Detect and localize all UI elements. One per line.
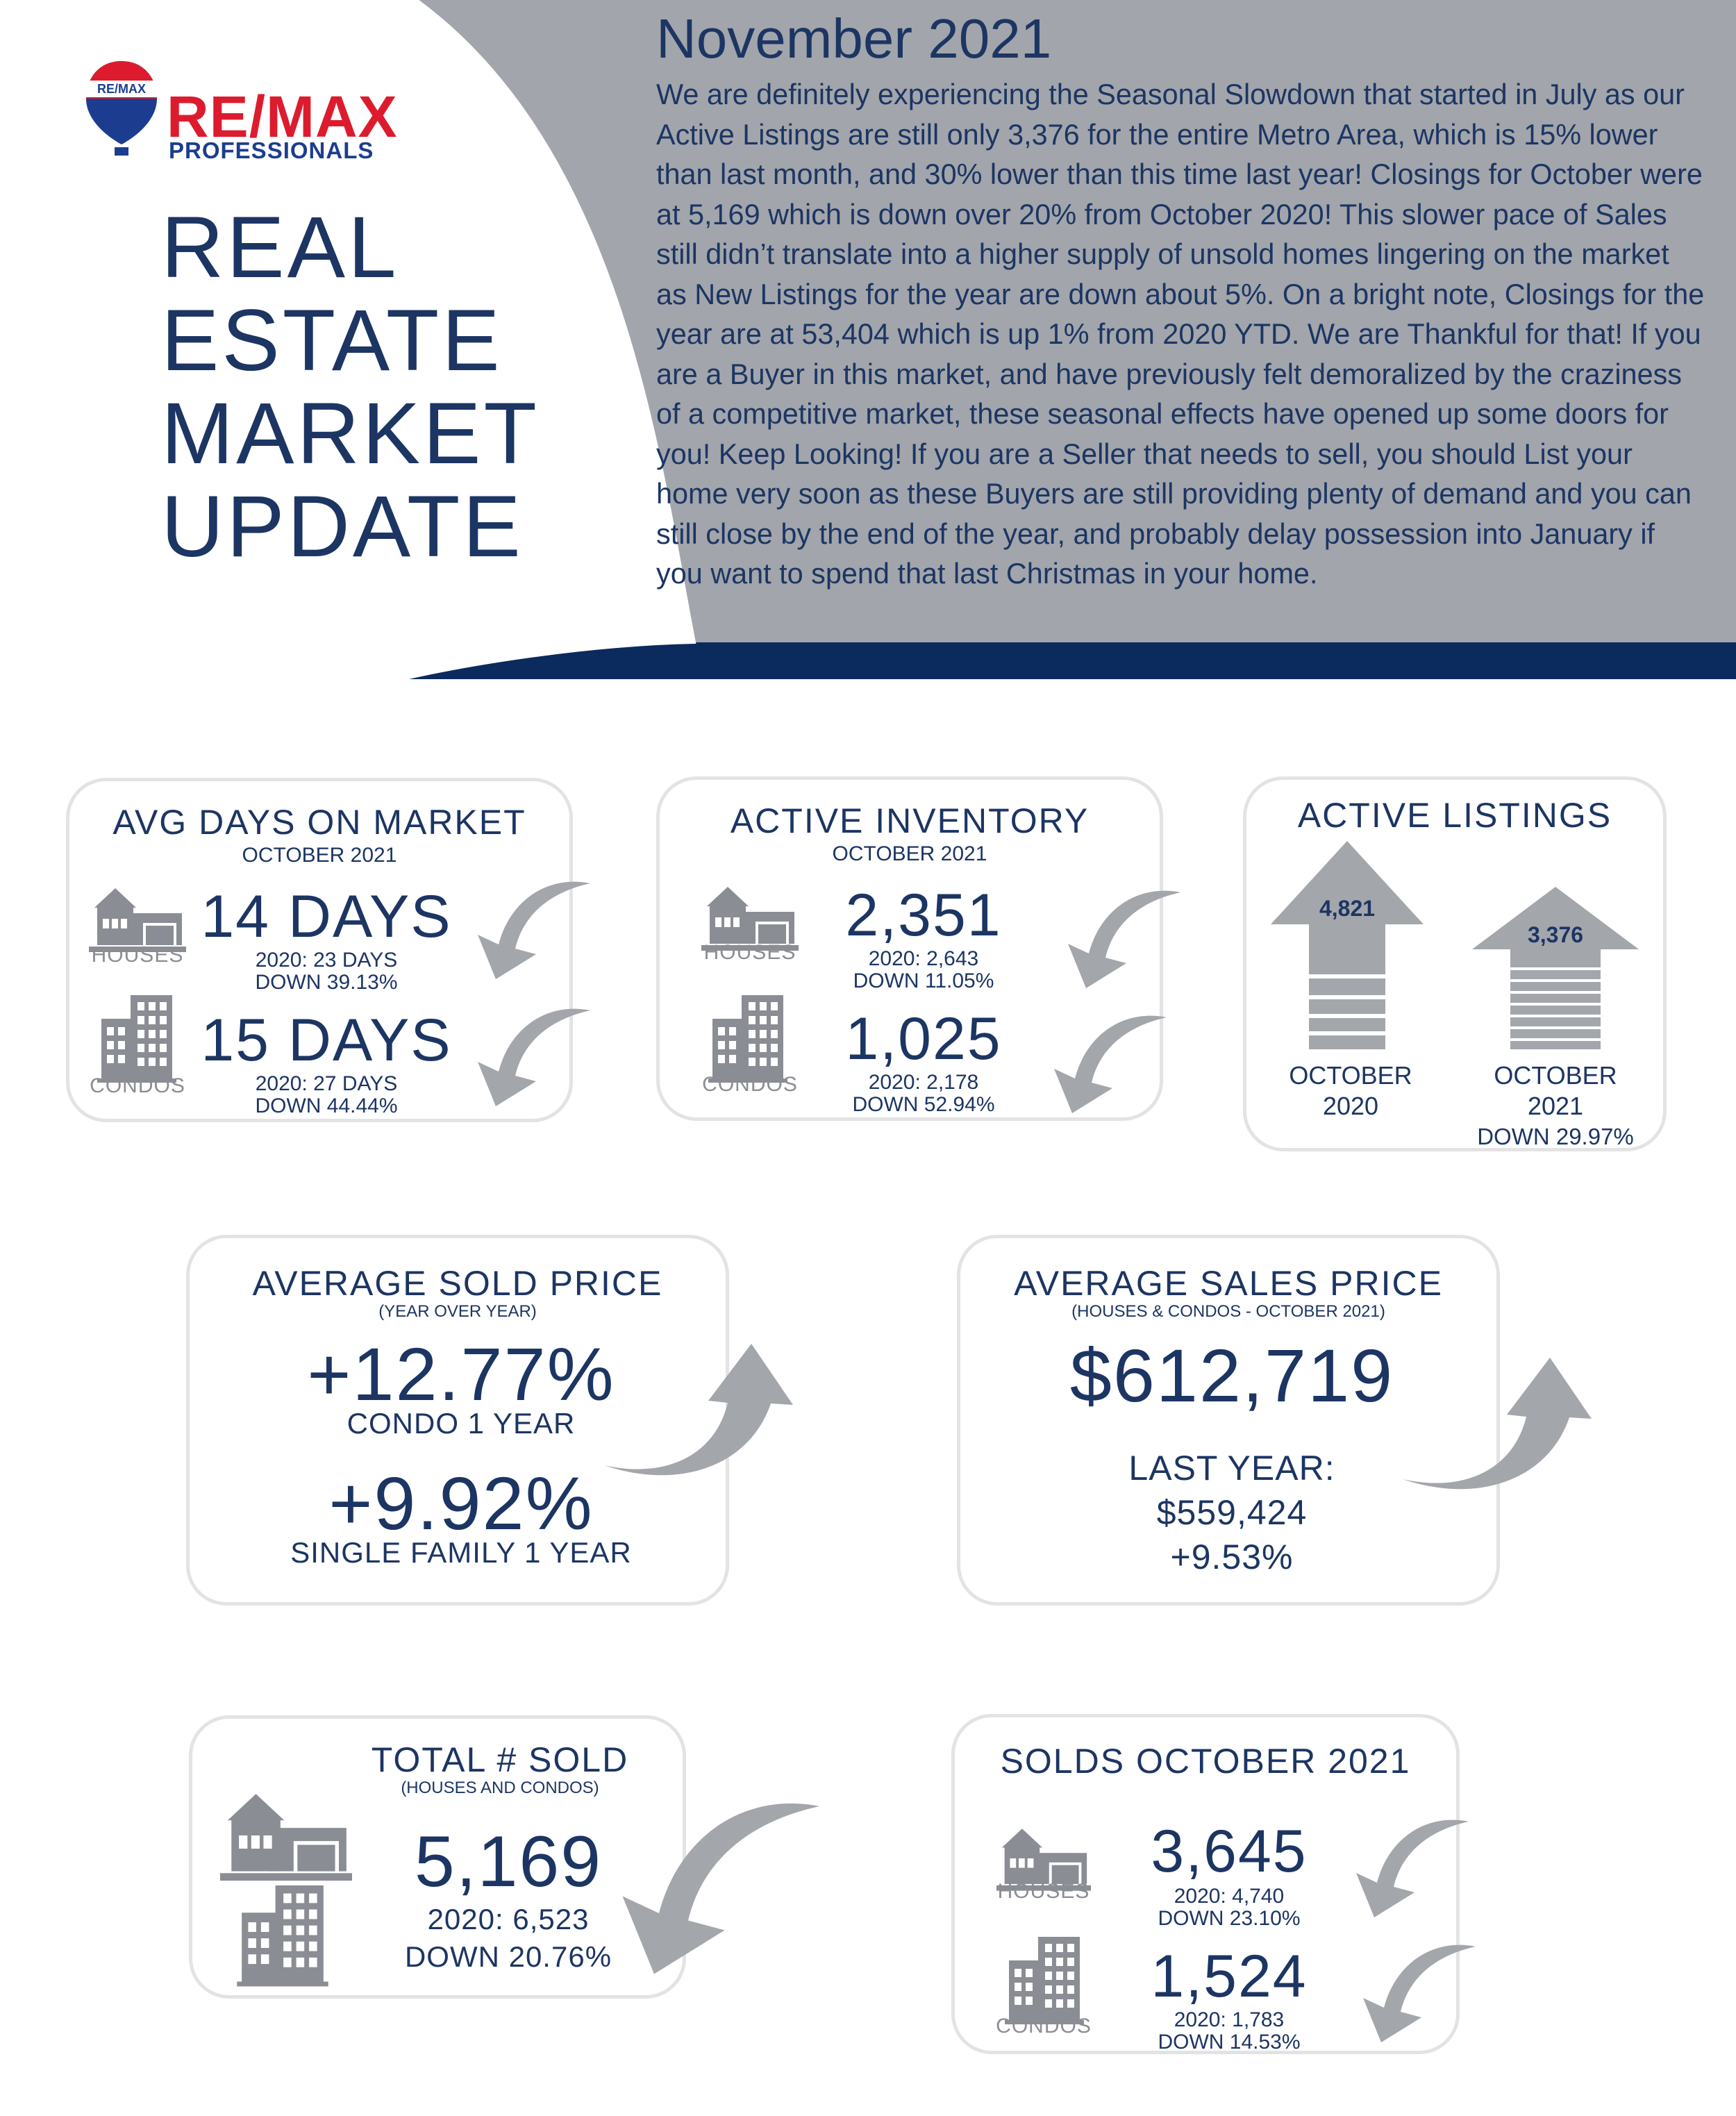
condo-icon: [237, 1885, 328, 1987]
card-title: SOLDS OCTOBER 2021: [1000, 1742, 1411, 1781]
houses-change: DOWN 23.10%: [1158, 1907, 1301, 1930]
houses-label: HOUSES: [997, 1880, 1090, 1903]
houses-prior: 2020: 23 DAYS: [255, 949, 398, 972]
condos-label: CONDOS: [996, 2015, 1092, 2038]
page-title: REAL ESTATE MARKET UPDATE: [161, 199, 540, 575]
last-year-label: LAST YEAR:: [1128, 1449, 1335, 1488]
up-arrow-icon: [604, 1344, 793, 1476]
houses-prior: 2020: 4,740: [1174, 1885, 1285, 1908]
house-icon: [89, 888, 186, 952]
active-inventory-card: ACTIVE INVENTORY OCTOBER 2021 HOUSES 2,3…: [656, 776, 1180, 1121]
down-arrow-icon: [1054, 1015, 1167, 1113]
houses-label: HOUSES: [91, 944, 184, 967]
up-arrow-icon: [1403, 1358, 1592, 1490]
average-sales-price-value: $612,719: [1069, 1333, 1394, 1417]
listing-arrow-2021: 3,376: [1472, 887, 1639, 1049]
solds-october-card: SOLDS OCTOBER 2021 HOUSES 3,645 2020: 4,…: [951, 1714, 1476, 2054]
condos-prior: 2020: 27 DAYS: [255, 1072, 398, 1095]
listing-value-2020: 4,821: [1319, 896, 1375, 921]
card-title: AVERAGE SALES PRICE: [1014, 1264, 1443, 1303]
balloon-icon: RE/MAX: [86, 61, 157, 156]
condos-change: DOWN 44.44%: [255, 1094, 398, 1117]
single-family-change-label: SINGLE FAMILY 1 YEAR: [290, 1536, 632, 1569]
card-title: TOTAL # SOLD: [371, 1740, 629, 1779]
condos-label: CONDOS: [90, 1074, 185, 1097]
condos-change: DOWN 52.94%: [852, 1093, 995, 1116]
card-subtitle: OCTOBER 2021: [242, 844, 397, 867]
card-title: AVG DAYS ON MARKET: [112, 803, 526, 842]
house-icon: [220, 1794, 352, 1881]
condos-change: DOWN 14.53%: [1158, 2031, 1301, 2053]
houses-sold-value: 3,645: [1151, 1818, 1308, 1885]
average-sold-price-card: AVERAGE SOLD PRICE (YEAR OVER YEAR) +12.…: [186, 1235, 729, 1606]
down-arrow-icon: [478, 881, 590, 979]
sales-price-change: +9.53%: [1170, 1538, 1294, 1576]
condo-change-label: CONDO 1 YEAR: [347, 1407, 576, 1440]
condos-label: CONDOS: [702, 1073, 798, 1096]
card-title: ACTIVE LISTINGS: [1297, 796, 1612, 835]
condo-icon: [708, 995, 787, 1083]
average-sales-price-card: AVERAGE SALES PRICE (HOUSES & CONDOS - O…: [957, 1235, 1500, 1606]
down-arrow-icon: [1363, 1944, 1476, 2042]
last-year-value: $559,424: [1156, 1493, 1308, 1532]
svg-text:RE/MAX: RE/MAX: [97, 82, 146, 96]
listing-value-2021: 3,376: [1528, 922, 1583, 947]
down-arrow-icon: [1356, 1819, 1469, 1917]
condos-days-value: 15 DAYS: [201, 1007, 452, 1074]
card-title: AVERAGE SOLD PRICE: [252, 1264, 663, 1303]
month-heading: November 2021: [656, 8, 1052, 69]
header-background: [0, 0, 1736, 694]
houses-change: DOWN 39.13%: [255, 971, 398, 994]
single-family-change-value: +9.92%: [328, 1461, 594, 1545]
total-sold-prior: 2020: 6,523: [427, 1903, 590, 1935]
intro-paragraph: We are definitely experiencing the Seaso…: [656, 78, 1705, 590]
brand-subtitle: PROFESSIONALS: [169, 138, 374, 163]
remax-logo: RE/MAX RE/MAX PROFESSIONALS: [83, 56, 403, 167]
card-subtitle: (YEAR OVER YEAR): [378, 1302, 537, 1321]
card-subtitle: (HOUSES & CONDOS - OCTOBER 2021): [1071, 1302, 1385, 1321]
total-sold-card: TOTAL # SOLD (HOUSES AND CONDOS) 5,169 2…: [189, 1715, 686, 1999]
houses-prior: 2020: 2,643: [868, 947, 979, 970]
condo-change-value: +12.77%: [307, 1332, 615, 1416]
houses-inventory-value: 2,351: [845, 882, 1002, 949]
condos-sold-value: 1,524: [1151, 1943, 1308, 2010]
condo-icon: [97, 995, 176, 1083]
listing-arrow-2020: 4,821: [1271, 841, 1424, 1049]
condos-inventory-value: 1,025: [845, 1006, 1002, 1072]
total-sold-change: DOWN 20.76%: [404, 1940, 612, 1973]
card-title: ACTIVE INVENTORY: [730, 801, 1090, 840]
down-arrow-icon: [478, 1008, 590, 1106]
listing-2021-label: OCTOBER 2021 DOWN 29.97%: [1477, 1061, 1634, 1149]
active-listings-card: ACTIVE LISTINGS 4,821 OCTOBER 2020 3,376…: [1243, 776, 1667, 1151]
card-subtitle: OCTOBER 2021: [832, 842, 987, 865]
houses-days-value: 14 DAYS: [201, 883, 452, 950]
condos-prior: 2020: 1,783: [1174, 2008, 1285, 2031]
houses-change: DOWN 11.05%: [853, 969, 994, 992]
avg-days-on-market-card: AVG DAYS ON MARKET OCTOBER 2021 HOUSES 1…: [66, 778, 590, 1122]
listing-2020-label: OCTOBER 2020: [1289, 1061, 1412, 1120]
houses-label: HOUSES: [703, 941, 796, 964]
condo-icon: [1005, 1937, 1084, 2024]
brand-name: RE/MAX: [167, 84, 398, 149]
down-arrow-icon: [1068, 890, 1180, 988]
condos-prior: 2020: 2,178: [868, 1071, 979, 1094]
card-subtitle: (HOUSES AND CONDOS): [401, 1778, 599, 1797]
total-sold-value: 5,169: [414, 1822, 603, 1902]
down-arrow-icon: [622, 1803, 819, 1974]
